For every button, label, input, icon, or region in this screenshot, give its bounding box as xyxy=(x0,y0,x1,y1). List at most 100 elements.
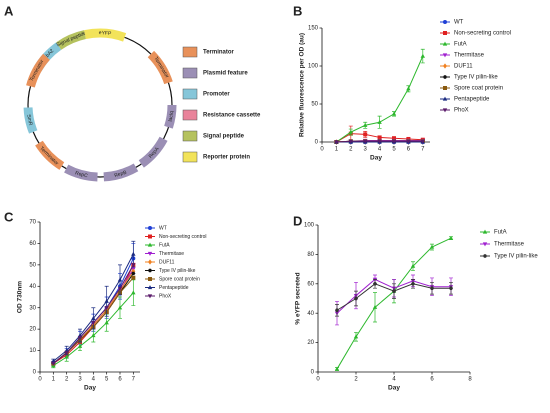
data-point xyxy=(117,286,123,291)
legend-label: PhoX xyxy=(454,108,469,114)
legend-marker xyxy=(443,63,447,69)
legend-marker xyxy=(482,229,488,234)
legend-label: Thermitase xyxy=(454,53,485,59)
data-point xyxy=(335,308,339,312)
legend-label: Reporter protein xyxy=(203,155,250,161)
data-point xyxy=(131,251,136,256)
data-point xyxy=(363,122,368,127)
data-point xyxy=(429,244,435,249)
panel-label: A xyxy=(4,3,14,18)
feature-label: Terminator xyxy=(38,146,59,167)
legend-swatch xyxy=(182,46,198,58)
legend-marker xyxy=(148,259,152,265)
legend-marker xyxy=(147,294,153,299)
y-tick-label: 10 xyxy=(29,348,36,354)
legend-marker xyxy=(147,242,153,247)
legend-swatch xyxy=(182,109,198,121)
data-point xyxy=(104,306,109,311)
panel-label: D xyxy=(293,213,302,228)
data-point xyxy=(392,289,396,293)
legend-label: Terminator xyxy=(203,50,235,56)
legend-swatch xyxy=(182,151,198,163)
data-point xyxy=(373,282,377,286)
legend-label: WT xyxy=(159,225,167,231)
legend-label: Spore coat protein xyxy=(454,86,503,92)
data-point xyxy=(131,263,136,268)
data-point xyxy=(406,86,411,91)
x-tick-label: 2 xyxy=(65,377,69,383)
data-point xyxy=(430,286,434,290)
plasmid-feature xyxy=(26,53,50,88)
y-tick-label: 50 xyxy=(29,262,36,268)
legend-marker xyxy=(147,285,153,290)
legend-marker xyxy=(442,108,448,113)
plasmid-feature xyxy=(23,107,38,134)
y-tick-label: 20 xyxy=(29,327,36,333)
plasmid-feature xyxy=(35,140,65,170)
x-tick-label: 1 xyxy=(52,377,56,383)
y-tick-label: 60 xyxy=(29,241,36,247)
data-point xyxy=(131,290,136,295)
data-point xyxy=(353,334,359,339)
legend-label: FutA xyxy=(454,42,467,48)
legend-label: PhoX xyxy=(159,293,172,299)
x-tick-label: 4 xyxy=(392,377,396,383)
y-tick-label: 50 xyxy=(311,102,318,108)
feature-label: RepC xyxy=(74,170,88,179)
x-tick-label: 3 xyxy=(364,147,368,153)
y-tick-label: 20 xyxy=(307,340,314,346)
y-tick-label: 80 xyxy=(307,252,314,258)
data-point xyxy=(348,139,353,144)
series-line xyxy=(336,237,452,370)
x-tick-label: 0 xyxy=(316,377,320,383)
x-tick-label: 1 xyxy=(335,147,339,153)
legend-marker xyxy=(482,242,488,247)
data-point xyxy=(420,139,425,144)
x-tick-label: 3 xyxy=(78,377,82,383)
y-tick-label: 30 xyxy=(29,305,36,311)
data-point xyxy=(117,305,123,310)
data-point xyxy=(411,282,415,286)
x-tick-label: 7 xyxy=(132,377,136,383)
data-point xyxy=(51,361,56,366)
x-axis-title: Day xyxy=(388,385,400,392)
legend-swatch xyxy=(182,67,198,79)
data-point xyxy=(377,135,382,140)
y-tick-label: 100 xyxy=(308,64,319,70)
data-point xyxy=(420,53,425,58)
legend-label: Spore coat protein xyxy=(159,276,200,282)
legend-label: Plasmid feature xyxy=(203,71,248,77)
legend-label: Pentapeptide xyxy=(454,97,490,103)
legend-marker xyxy=(443,86,447,90)
data-point xyxy=(64,351,69,356)
y-axis-title: OD 730nm xyxy=(17,281,24,313)
x-axis-title: Day xyxy=(84,385,96,392)
legend-label: Resistance cassette xyxy=(203,113,261,119)
x-tick-label: 5 xyxy=(392,147,396,153)
plasmid-feature xyxy=(164,104,177,129)
data-point xyxy=(391,111,397,116)
legend-marker xyxy=(443,20,447,24)
data-point xyxy=(448,235,454,240)
legend-marker xyxy=(148,234,152,239)
data-point xyxy=(334,366,340,371)
plasmid-feature xyxy=(64,164,98,182)
legend-label: Signal peptide xyxy=(203,134,245,140)
y-tick-label: 70 xyxy=(29,220,36,226)
data-point xyxy=(363,139,368,144)
data-point xyxy=(406,139,411,144)
feature-label: RepB xyxy=(114,170,128,179)
panel-label: B xyxy=(293,3,302,18)
legend-marker xyxy=(443,75,447,79)
x-tick-label: 2 xyxy=(354,377,358,383)
data-point xyxy=(64,354,69,359)
feature-label: eYFP xyxy=(99,30,113,37)
legend-label: Promoter xyxy=(203,92,230,98)
data-point xyxy=(131,275,136,280)
plasmid-feature xyxy=(56,30,87,50)
x-tick-label: 5 xyxy=(105,377,109,383)
legend-label: Non-secreting control xyxy=(159,234,207,240)
y-tick-label: 0 xyxy=(315,140,319,146)
legend-marker xyxy=(443,31,447,35)
